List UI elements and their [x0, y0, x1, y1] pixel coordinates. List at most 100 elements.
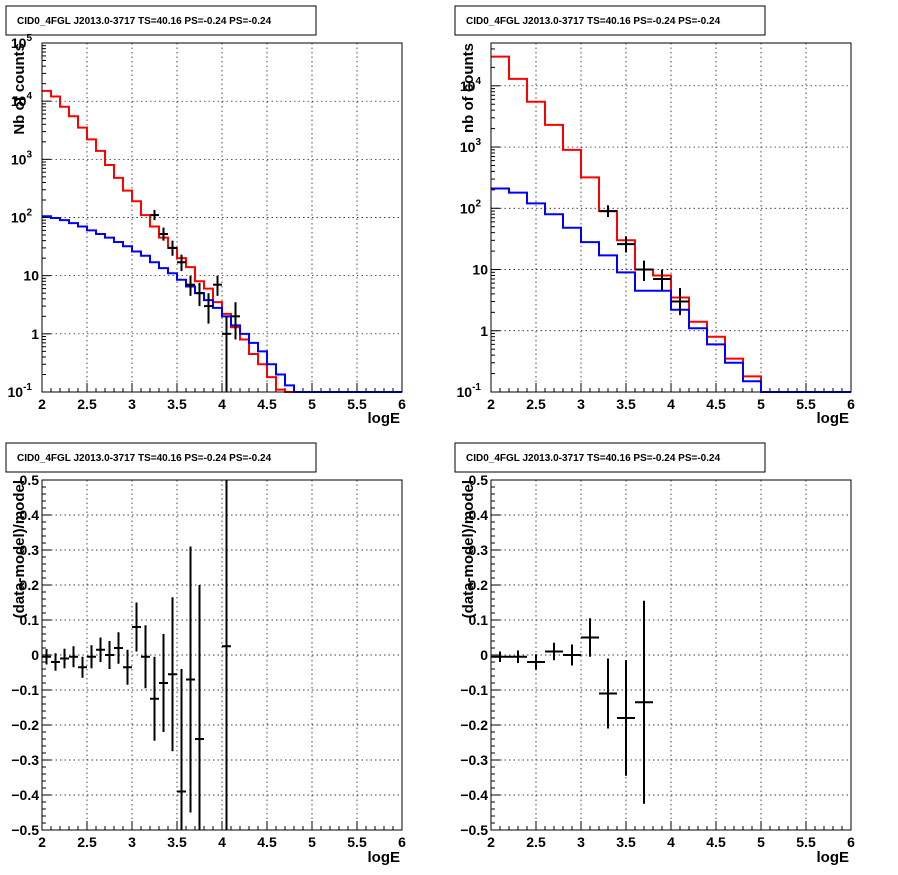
y-tick-label: 0 [31, 647, 39, 663]
y-tick-label: −0.4 [11, 787, 39, 803]
y-axis-title: (data-model)/model [11, 480, 28, 618]
x-tick-label: 4.5 [257, 834, 277, 850]
x-tick-label: 4.5 [257, 396, 277, 412]
x-tick-label: 2.5 [77, 396, 97, 412]
chart-title: CID0_4FGL J2013.0-3717 TS=40.16 PS=-0.24… [466, 453, 721, 464]
x-tick-label: 4 [218, 396, 226, 412]
y-tick-label: −0.3 [460, 752, 488, 768]
y-tick-label: 103 [11, 149, 33, 167]
y-tick-label: 0.4 [20, 507, 40, 523]
x-tick-label: 4 [667, 834, 675, 850]
x-tick-label: 5.5 [796, 396, 816, 412]
x-tick-label: 2.5 [526, 834, 546, 850]
y-tick-label: 0.2 [20, 577, 40, 593]
x-tick-label: 4 [218, 834, 226, 850]
y-tick-label: 0 [480, 647, 488, 663]
y-axis-title: nb of counts [460, 43, 477, 133]
panel-top-left: CID0_4FGL J2013.0-3717 TS=40.16 PS=-0.24… [5, 5, 407, 427]
x-tick-label: 3.5 [616, 396, 636, 412]
x-tick-label: 5.5 [796, 834, 816, 850]
y-tick-label: 102 [11, 208, 33, 226]
x-tick-label: 2 [487, 834, 495, 850]
y-tick-exponent: 4 [26, 91, 32, 102]
y-tick-label: 10 [23, 268, 39, 284]
plot-frame [490, 42, 852, 393]
y-tick-label: −0.1 [460, 682, 488, 698]
x-axis-title: logE [817, 849, 850, 866]
title-box [454, 442, 766, 473]
y-tick-label: −0.1 [11, 682, 39, 698]
y-tick-label: −0.2 [460, 717, 488, 733]
y-axis-title: Nb of counts [11, 43, 28, 135]
x-tick-label: 5.5 [347, 396, 367, 412]
panel-top-right: CID0_4FGL J2013.0-3717 TS=40.16 PS=-0.24… [454, 5, 855, 427]
x-tick-label: 2.5 [77, 834, 97, 850]
y-tick-exponent: 3 [26, 149, 32, 160]
y-tick-label: 10 [472, 262, 488, 278]
x-tick-label: 5 [308, 396, 316, 412]
y-axis-title: (data-model)/model [460, 480, 477, 618]
plot-frame [490, 479, 852, 831]
y-tick-label: 0.3 [20, 542, 40, 558]
x-tick-label: 5 [757, 834, 765, 850]
y-tick-exponent: 2 [26, 208, 32, 219]
y-tick-label: −0.5 [11, 822, 39, 838]
x-tick-label: 2 [38, 834, 46, 850]
y-tick-exponent: 3 [475, 137, 481, 148]
y-tick-label: −0.4 [460, 787, 488, 803]
plot-frame [41, 42, 403, 393]
panel-bottom-left: CID0_4FGL J2013.0-3717 TS=40.16 PS=-0.24… [5, 442, 406, 866]
x-tick-label: 3 [128, 396, 136, 412]
x-tick-label: 2 [38, 396, 46, 412]
y-tick-label: 0.1 [20, 612, 40, 628]
y-tick-exponent: 4 [475, 76, 481, 87]
x-tick-label: 5 [308, 834, 316, 850]
y-tick-label: 10-1 [457, 382, 482, 400]
x-axis-title: logE [368, 410, 401, 427]
y-tick-exponent: -1 [472, 382, 481, 393]
x-tick-label: 4.5 [706, 834, 726, 850]
x-tick-label: 6 [847, 396, 855, 412]
y-tick-label: −0.5 [460, 822, 488, 838]
y-tick-label: 103 [460, 137, 482, 155]
y-tick-label: 0.3 [469, 542, 489, 558]
title-box [5, 442, 317, 473]
y-tick-exponent: 2 [475, 198, 481, 209]
chart-title: CID0_4FGL J2013.0-3717 TS=40.16 PS=-0.24… [17, 16, 272, 27]
y-tick-label: 1 [31, 326, 39, 342]
title-box [454, 5, 766, 36]
x-tick-label: 3 [128, 834, 136, 850]
y-tick-label: 10-1 [8, 382, 33, 400]
plot-area: 2 2.5 3 3.5 4 4.5 5 5.5 6 0.5 0.4 0.3 0.2 0.1 0 −0.1 −0.… [460, 472, 855, 850]
x-tick-label: 3.5 [616, 834, 636, 850]
x-tick-label: 3 [577, 834, 585, 850]
x-tick-label: 3 [577, 396, 585, 412]
title-box [5, 5, 317, 36]
chart-title: CID0_4FGL J2013.0-3717 TS=40.16 PS=-0.24… [466, 16, 721, 27]
total-model-histogram [491, 55, 851, 393]
y-tick-label: 0.4 [469, 507, 489, 523]
y-tick-label: 0.5 [469, 472, 489, 488]
x-tick-label: 4 [667, 396, 675, 412]
y-tick-label: 1 [480, 323, 488, 339]
x-tick-label: 6 [847, 834, 855, 850]
x-axis-title: logE [368, 849, 401, 866]
chart-title: CID0_4FGL J2013.0-3717 TS=40.16 PS=-0.24… [17, 453, 272, 464]
y-tick-label: 0.2 [469, 577, 489, 593]
plot-area: 2 2.5 3 3.5 4 4.5 5 5.5 6 0.5 0.4 0.3 0.2 0.1 0 −0.1 −0.… [11, 472, 406, 850]
y-tick-label: 0.5 [20, 472, 40, 488]
y-tick-exponent: 5 [26, 33, 32, 44]
x-tick-label: 3.5 [167, 834, 187, 850]
y-tick-exponent: -1 [23, 382, 32, 393]
plot-frame [41, 479, 403, 831]
y-tick-label: 0.1 [469, 612, 489, 628]
y-tick-label: 102 [460, 198, 482, 216]
x-tick-label: 6 [398, 396, 406, 412]
x-tick-label: 5 [757, 396, 765, 412]
y-tick-label: −0.3 [11, 752, 39, 768]
x-tick-label: 2.5 [526, 396, 546, 412]
x-axis-title: logE [817, 410, 850, 427]
